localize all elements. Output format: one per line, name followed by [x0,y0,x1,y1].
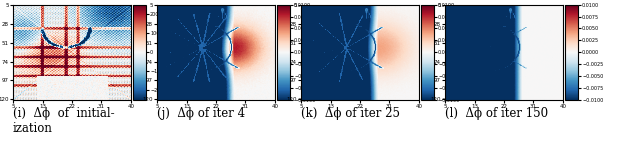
Text: (l)  Δϕ of iter 150: (l) Δϕ of iter 150 [445,107,548,120]
Text: (i)  Δϕ  of  initial-
ization: (i) Δϕ of initial- ization [13,107,115,135]
Text: (k)  Δϕ of iter 25: (k) Δϕ of iter 25 [301,107,400,120]
Text: (j)  Δϕ of iter 4: (j) Δϕ of iter 4 [157,107,245,120]
